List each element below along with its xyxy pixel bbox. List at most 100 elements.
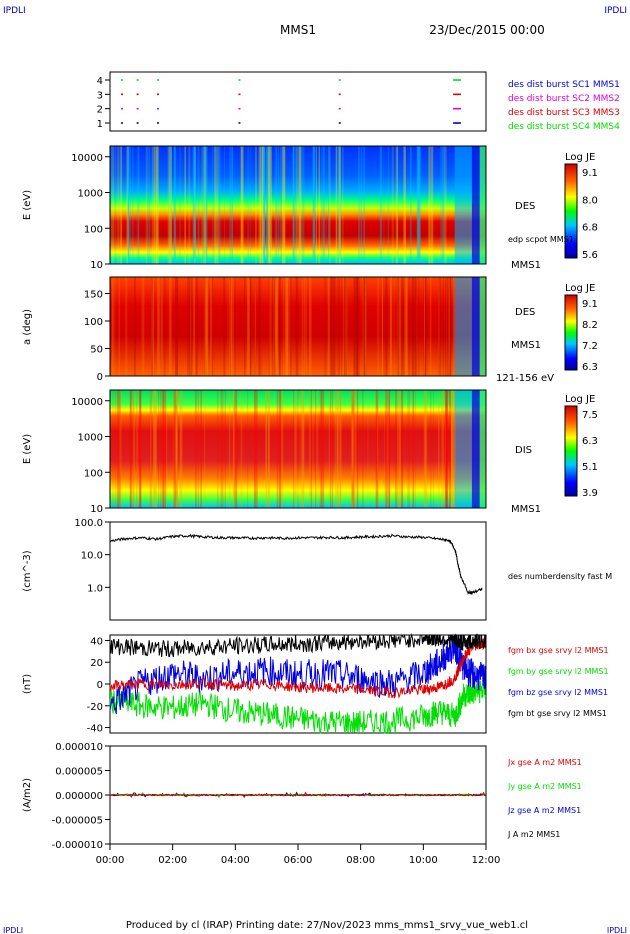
burst-mark <box>157 107 159 110</box>
spectrogram-texture <box>277 146 279 264</box>
spectrogram-texture <box>269 277 272 376</box>
y-tick-label: 150 <box>84 290 103 301</box>
spectrogram-texture <box>156 146 159 264</box>
des-mms-label: MMS1 <box>511 260 541 271</box>
spectrogram-texture <box>453 390 456 508</box>
spectrogram-texture <box>301 390 305 508</box>
spectrogram-texture <box>444 146 447 264</box>
spectrogram-texture <box>200 390 202 508</box>
spectrogram-texture <box>136 146 140 264</box>
spectrogram-texture <box>282 146 285 264</box>
spectrogram-texture <box>149 390 151 508</box>
spectrogram-texture <box>268 277 270 376</box>
spectrogram-texture <box>328 277 330 376</box>
spectrogram-texture <box>364 277 367 376</box>
spectrogram-texture <box>340 390 341 508</box>
spectrogram-texture <box>423 277 427 376</box>
current-panel: -0.000010 -0.000005 0.000000 0.000005 0.0000… <box>52 742 487 851</box>
corner-mark-top-right: IPDLI <box>604 6 627 16</box>
spectrogram-texture <box>205 146 208 264</box>
spectrogram-texture <box>344 277 347 376</box>
burst-mark <box>453 93 461 96</box>
spectrogram-texture <box>155 390 157 508</box>
spectrogram-texture <box>423 390 426 508</box>
spectrogram-texture <box>154 146 157 264</box>
burst-mark <box>238 93 241 96</box>
spectrogram-texture <box>166 390 168 508</box>
spectrogram-texture <box>145 146 148 264</box>
spectrogram-texture <box>132 146 134 264</box>
pitch-energy-range-label: 121-156 eV <box>496 373 554 384</box>
spectrogram-texture <box>294 390 297 508</box>
coverage-legend-item: des dist burst SC2 MMS2 <box>508 94 620 104</box>
spectrogram-texture <box>449 277 452 376</box>
spectrogram-texture <box>160 277 163 376</box>
spectrogram-texture <box>256 390 258 508</box>
spectrogram-texture <box>204 390 206 508</box>
spectrogram-texture <box>151 146 154 264</box>
spectrogram-texture <box>407 390 410 508</box>
spectrogram-texture <box>203 146 206 264</box>
spectrogram-texture <box>275 277 279 376</box>
spectrogram-late-region <box>471 146 480 264</box>
burst-mark <box>238 107 241 110</box>
spectrogram-texture <box>336 390 339 508</box>
spectrogram-texture <box>230 277 231 376</box>
spectrogram-texture <box>424 277 427 376</box>
spectrogram-texture <box>216 390 219 508</box>
spectrogram-texture <box>214 146 216 264</box>
spectrogram-late-region <box>479 390 486 508</box>
spectrogram-texture <box>188 146 191 264</box>
spectrogram-texture <box>446 390 448 508</box>
spectrogram-texture <box>386 390 389 508</box>
colorbar-des-pitch <box>564 294 578 371</box>
burst-mark <box>238 122 241 124</box>
y-axis-label: E (eV) <box>22 434 33 464</box>
spectrogram-texture <box>424 390 428 508</box>
spectrogram-texture <box>295 146 297 264</box>
spectrogram-texture <box>206 277 208 376</box>
spectrogram-texture <box>447 277 449 376</box>
colorbar-title: Log JE <box>565 152 595 163</box>
spectrogram-texture <box>231 146 234 264</box>
corner-mark-bottom-right: IPDLI <box>607 926 627 934</box>
spectrogram-texture <box>430 390 432 508</box>
spectrogram-texture <box>312 146 316 264</box>
spectrogram-texture <box>377 277 380 376</box>
spectrogram-texture <box>419 146 422 264</box>
spectrogram-texture <box>279 390 282 508</box>
burst-mark <box>136 107 139 110</box>
spectrogram-texture <box>263 146 266 264</box>
fgm-series <box>109 638 487 699</box>
colorbar-tick-label: 8.2 <box>582 320 598 331</box>
spectrogram-texture <box>298 146 302 264</box>
y-tick-label: 100 <box>84 468 103 479</box>
spectrogram-texture <box>258 146 261 264</box>
spectrogram-texture <box>337 277 341 376</box>
y-tick-label: 0.000010 <box>55 742 103 753</box>
spectrogram-texture <box>351 390 355 508</box>
spectrogram-texture <box>397 390 399 508</box>
y-tick-label: 1000 <box>78 189 103 200</box>
spectrogram-texture <box>151 390 152 508</box>
spectrogram-texture <box>220 390 224 508</box>
spectrogram-late-region <box>471 390 480 508</box>
spectrogram-texture <box>322 146 325 264</box>
spectrogram-texture <box>438 277 440 376</box>
spectrogram-texture <box>129 146 131 264</box>
spectrogram-texture <box>258 277 260 376</box>
burst-mark <box>120 79 123 81</box>
spectrogram-texture <box>445 390 448 508</box>
spectrogram-texture <box>414 277 417 376</box>
footer-text: Produced by cl (IRAP) Printing date: 27/… <box>126 920 528 931</box>
spectrogram-texture <box>290 277 292 376</box>
pitch-des-label: DES <box>515 307 535 318</box>
fgm-series <box>109 634 487 715</box>
spectrogram-texture <box>342 146 344 264</box>
y-tick-label: -0.000005 <box>52 816 103 827</box>
y-tick-label: 10 <box>90 260 103 271</box>
spectrogram-texture <box>148 146 151 264</box>
spectrogram-texture <box>173 146 176 264</box>
colorbar-tick-label: 8.0 <box>582 195 598 206</box>
spectrogram-texture <box>129 390 133 508</box>
